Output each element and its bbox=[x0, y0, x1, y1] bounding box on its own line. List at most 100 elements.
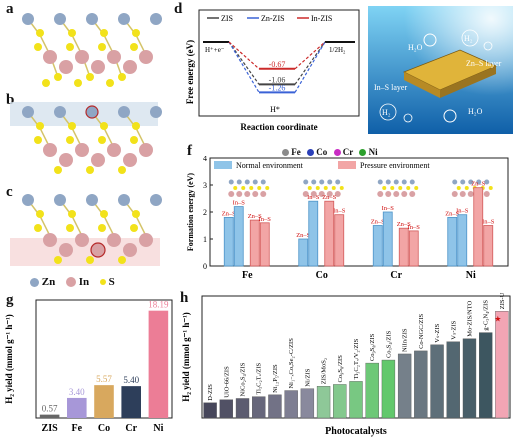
energy-path-1 bbox=[294, 41, 326, 93]
ni-label: Ni bbox=[368, 147, 378, 157]
yield-bar bbox=[495, 311, 509, 419]
photocatalyst-label: Co₃S₄/ZIS bbox=[385, 330, 392, 358]
yield-bar bbox=[67, 397, 87, 418]
structure-atom bbox=[484, 179, 490, 185]
category-label: Ni bbox=[153, 423, 163, 434]
structure-atom bbox=[241, 186, 246, 190]
legend-pressure-label: Pressure environment bbox=[360, 161, 430, 170]
structure-atom bbox=[468, 179, 474, 185]
structure-atom bbox=[382, 186, 387, 190]
yield-bar bbox=[39, 414, 60, 418]
energy-path-2 bbox=[228, 41, 260, 70]
formation-energy-bar bbox=[408, 230, 419, 267]
formation-energy-bar bbox=[473, 187, 484, 267]
structure-atom bbox=[377, 191, 384, 197]
fe-label: Fe bbox=[291, 147, 301, 157]
structure-atom bbox=[409, 179, 415, 185]
in-atoms bbox=[43, 50, 153, 74]
category-label: Fe bbox=[72, 423, 83, 434]
structure-atom bbox=[244, 191, 251, 197]
structure-atom bbox=[326, 191, 333, 197]
formation-energy-bar bbox=[298, 238, 309, 267]
yield-bar bbox=[349, 381, 363, 419]
structure-atom bbox=[390, 186, 395, 190]
structure-atom bbox=[406, 186, 411, 190]
photocatalyst-label: g-C₃N₄/ZIS bbox=[483, 300, 490, 331]
structure-atom bbox=[244, 179, 250, 185]
structure-atom bbox=[460, 179, 466, 185]
formation-energy-bar bbox=[249, 219, 260, 267]
photocatalyst-label: Ti₃C₂Tₓ/ZIS bbox=[256, 362, 263, 394]
structure-atom bbox=[483, 191, 490, 197]
legend-in-zis: In-ZIS bbox=[311, 14, 332, 23]
yield-bar bbox=[365, 362, 379, 419]
formation-energy-bar bbox=[372, 225, 383, 267]
crystal-structure-a bbox=[22, 13, 162, 87]
yield-bar bbox=[284, 390, 298, 419]
structure-atom bbox=[467, 191, 474, 197]
structure-atom bbox=[331, 186, 336, 190]
photocatalyst-label: NiCo₂S₄/ZIS bbox=[240, 362, 247, 396]
in-legend-dot bbox=[65, 277, 76, 288]
smiley-face-icon bbox=[423, 33, 437, 47]
y-tick-label: 1 bbox=[203, 235, 207, 244]
structure-atom bbox=[377, 179, 383, 185]
legend-pressure-swatch bbox=[338, 161, 356, 169]
yield-bar bbox=[446, 341, 460, 419]
bar-label: Zn–S bbox=[471, 181, 485, 188]
structure-atom bbox=[393, 191, 400, 197]
yield-bar bbox=[94, 385, 114, 418]
legend-normal-swatch bbox=[214, 161, 232, 169]
photocatalyst-label: Co₉S₈/ZIS bbox=[369, 333, 376, 361]
y-tick-label: 4 bbox=[203, 156, 207, 163]
structure-atom bbox=[252, 179, 258, 185]
dopant-site-circle bbox=[90, 242, 106, 258]
photocatalyst-label: NiIn/ZIS bbox=[402, 328, 409, 352]
panel-label-c: c bbox=[6, 184, 13, 200]
formation-energy-bar bbox=[233, 206, 244, 267]
s-legend-dot bbox=[99, 279, 106, 286]
yield-bar bbox=[316, 386, 331, 419]
zn-legend-dot bbox=[30, 277, 39, 287]
structure-atom bbox=[260, 179, 266, 185]
bubble-icon bbox=[379, 103, 397, 121]
s-atoms bbox=[34, 29, 140, 87]
s-legend-label: S bbox=[108, 276, 115, 288]
co-label: Co bbox=[316, 147, 328, 157]
crystal-structure-b bbox=[10, 102, 162, 174]
photocatalyst-label: Ti₃C₂Tₓ/V₂/ZIS bbox=[353, 338, 360, 379]
legend-normal-label: Normal environment bbox=[236, 161, 304, 170]
yield-value-label: 0.57 bbox=[42, 404, 58, 414]
yield-bar bbox=[381, 359, 396, 419]
photocatalyst-label: Mo-ZIS/NTO bbox=[466, 300, 473, 336]
structure-atom bbox=[260, 191, 267, 197]
bar-label: In–S bbox=[408, 224, 421, 231]
formation-energy-bar bbox=[483, 225, 494, 267]
y-axis-label: H₂ yield (mmol g⁻¹ h⁻¹) bbox=[4, 314, 14, 404]
category-label: Co bbox=[316, 270, 328, 281]
formation-energy-bar bbox=[398, 227, 409, 267]
structure-atom bbox=[265, 186, 270, 190]
structure-atom bbox=[236, 179, 242, 185]
bar-label: In–S bbox=[333, 208, 346, 215]
formation-energy-chart: Normal environment Pressure environment 0 1… bbox=[186, 156, 509, 281]
panel-label-d: d bbox=[174, 1, 183, 17]
photocatalyst-label: ZIS/MoS₂ bbox=[321, 358, 328, 384]
structure-atom bbox=[488, 186, 493, 190]
h2o-label: H₂O bbox=[468, 107, 483, 116]
structure-atom bbox=[456, 186, 461, 190]
energy-path-0 bbox=[294, 41, 326, 85]
yield-bar bbox=[148, 310, 169, 418]
energy-value-label: -0.67 bbox=[269, 60, 286, 69]
y-axis-label: Formation energy (eV) bbox=[186, 173, 195, 252]
energy-path-2 bbox=[294, 41, 326, 70]
start-label: H⁺+e⁻ bbox=[205, 46, 225, 54]
cr-label: Cr bbox=[342, 147, 354, 157]
y-axis-label: Free energy (eV) bbox=[185, 40, 195, 104]
yield-value-label: 18.19 bbox=[148, 300, 169, 310]
h2-yield-doped-chart: H₂ yield (mmol g⁻¹ h⁻¹) 0.57 ZIS 3.40 Fe 5.57… bbox=[4, 299, 173, 434]
h2-label: H₂ bbox=[464, 34, 473, 43]
mid-label: H* bbox=[270, 105, 280, 114]
formation-energy-bar bbox=[457, 214, 468, 267]
structure-atom bbox=[233, 186, 238, 190]
